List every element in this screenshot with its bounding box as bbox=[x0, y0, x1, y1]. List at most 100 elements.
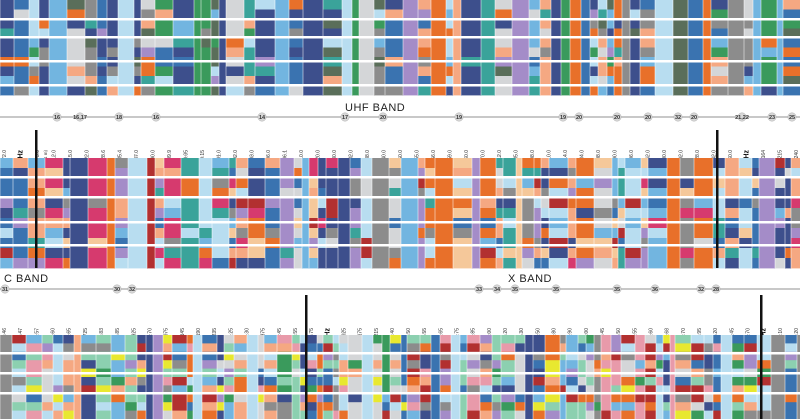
uhf-block-cell bbox=[594, 188, 612, 199]
uhf-block-cell bbox=[88, 238, 107, 249]
top-block-cell bbox=[385, 0, 403, 10]
top-block-cell bbox=[134, 76, 141, 86]
cx-block-cell bbox=[42, 377, 53, 386]
uhf-block-cell bbox=[350, 228, 361, 239]
uhf-block-cell bbox=[229, 238, 236, 249]
top-block-cell bbox=[495, 28, 512, 39]
cx-block-cell bbox=[467, 385, 480, 395]
cx-block-cell bbox=[217, 360, 224, 369]
uhf-block-cell bbox=[648, 248, 667, 259]
cx-block-cell bbox=[172, 335, 187, 344]
top-block-cell bbox=[673, 0, 688, 96]
uhf-block-cell bbox=[199, 158, 212, 169]
uhf-block-cell bbox=[713, 168, 725, 179]
uhf-block-cell bbox=[318, 178, 326, 189]
cx-block-cell bbox=[373, 343, 382, 353]
uhf-block-cell bbox=[88, 228, 107, 239]
cx-block-cell bbox=[317, 410, 323, 419]
cx-block-cell bbox=[460, 402, 467, 411]
uhf-block-cell bbox=[418, 158, 425, 169]
uhf-block-cell bbox=[265, 188, 280, 199]
uhf-block-cell bbox=[181, 228, 199, 239]
cx-block-cell bbox=[785, 402, 797, 411]
cx-block-cell bbox=[125, 343, 137, 353]
top-block-cell bbox=[711, 19, 728, 29]
top-block-cell bbox=[141, 9, 155, 20]
uhf-block-cell bbox=[496, 168, 503, 179]
cx-block-cell bbox=[202, 360, 217, 369]
uhf-block-cell bbox=[318, 238, 326, 249]
uhf-block-cell bbox=[625, 178, 641, 189]
frequency-label: 456.0 bbox=[431, 150, 437, 163]
uhf-block-cell bbox=[280, 198, 294, 209]
frequency-label: 11.45 bbox=[729, 328, 735, 340]
top-block-cell bbox=[173, 38, 194, 48]
top-block-cell bbox=[194, 0, 201, 96]
uhf-block-cell bbox=[576, 258, 594, 269]
top-block-cell bbox=[461, 9, 481, 20]
top-block-cell bbox=[761, 47, 777, 58]
top-block-cell bbox=[39, 38, 49, 48]
uhf-block-cell bbox=[425, 178, 435, 189]
uhf-block-cell bbox=[425, 228, 435, 239]
cx-block-cell bbox=[163, 377, 172, 386]
top-block-cell bbox=[540, 66, 551, 77]
top-block-cell bbox=[551, 0, 561, 96]
cx-block-cell bbox=[578, 351, 586, 361]
uhf-block-cell bbox=[361, 158, 372, 169]
cx-block-cell bbox=[234, 351, 247, 361]
uhf-block-cell bbox=[775, 198, 785, 209]
cx-block-cell bbox=[12, 385, 26, 395]
cx-block-cell bbox=[492, 410, 501, 419]
uhf-block-cell bbox=[248, 188, 265, 199]
uhf-block-cell bbox=[115, 168, 128, 179]
frequency-label: 5.47 bbox=[18, 328, 24, 338]
cx-block-cell bbox=[202, 402, 217, 411]
cx-block-cell bbox=[300, 393, 307, 403]
cx-block-cell bbox=[339, 377, 348, 386]
cx-block-cell bbox=[63, 335, 74, 344]
top-block-cell bbox=[29, 47, 39, 58]
top-block-cell bbox=[0, 9, 14, 20]
footnote-marker bbox=[75, 112, 85, 122]
uhf-block-cell bbox=[248, 208, 265, 219]
top-block-cell bbox=[134, 85, 141, 96]
top-block-cell bbox=[446, 38, 453, 48]
top-block-cell bbox=[352, 0, 359, 96]
uhf-band-title: UHF BAND bbox=[345, 102, 405, 114]
uhf-block-cell bbox=[229, 228, 236, 239]
uhf-block-cell bbox=[725, 178, 739, 189]
uhf-block-cell bbox=[549, 228, 568, 239]
cx-block-cell bbox=[515, 402, 525, 411]
frequency-label: 10.55 bbox=[632, 328, 638, 341]
cx-block-cell bbox=[307, 343, 317, 353]
top-block-cell bbox=[783, 19, 800, 29]
cx-block-cell bbox=[277, 402, 292, 411]
frequency-label: 585.0 bbox=[514, 150, 520, 163]
top-block-cell bbox=[744, 38, 753, 48]
uhf-block-cell bbox=[725, 188, 739, 199]
top-block-cell bbox=[85, 85, 97, 96]
uhf-block-cell bbox=[713, 248, 725, 259]
uhf-block-cell bbox=[0, 188, 13, 199]
uhf-block-cell bbox=[503, 238, 516, 249]
cx-block-cell bbox=[525, 335, 533, 419]
uhf-block-cell bbox=[739, 238, 752, 249]
uhf-block-cell bbox=[265, 238, 280, 249]
uhf-block-cell bbox=[280, 228, 294, 239]
uhf-block-cell bbox=[309, 188, 318, 199]
cx-block-cell bbox=[440, 393, 451, 403]
uhf-block-cell bbox=[401, 158, 418, 269]
footnote-marker bbox=[711, 284, 721, 294]
cx-block-cell bbox=[42, 402, 53, 411]
uhf-block-cell bbox=[568, 178, 576, 189]
cx-block-cell bbox=[42, 335, 53, 344]
footnote-marker bbox=[551, 284, 561, 294]
top-block-cell bbox=[289, 47, 303, 58]
uhf-block-cell bbox=[389, 168, 401, 179]
cx-block-cell bbox=[234, 335, 247, 344]
cx-block-cell bbox=[42, 410, 53, 419]
top-block-cell bbox=[540, 85, 551, 96]
uhf-block-cell bbox=[45, 168, 63, 179]
cx-block-cell bbox=[675, 410, 691, 419]
